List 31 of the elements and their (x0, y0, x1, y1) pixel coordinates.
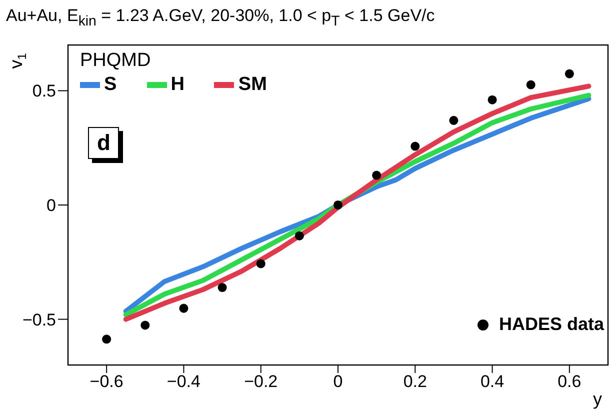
point (102, 334, 112, 344)
x-tick-label: −0.4 (166, 372, 200, 392)
x-tick-label: 0.6 (558, 372, 582, 392)
point (372, 170, 382, 180)
point (179, 304, 188, 313)
legend-label: SM (238, 74, 267, 95)
y-tick-label: 0.5 (32, 82, 56, 101)
point (449, 116, 458, 125)
x-tick-label: −0.2 (244, 372, 278, 392)
annotation: d (97, 130, 110, 155)
chart-title: Au+Au, E$_{kin}$ = 1.23 A.GeV, 20-30%, 1.0 < p$_{T}$ < 1.5 GeV/c (6, 6, 435, 30)
x-tick-label: −0.6 (90, 372, 124, 392)
point (218, 283, 227, 292)
legend-label: H (170, 74, 184, 95)
y-tick-label: −0.5 (22, 310, 56, 330)
x-tick-label: 0 (333, 372, 343, 392)
point (294, 231, 304, 240)
x-tick-label: 0.2 (403, 372, 427, 392)
point (410, 142, 420, 151)
x-axis-title: y (593, 389, 602, 409)
y-tick-label: 0 (46, 196, 56, 216)
point (564, 69, 574, 78)
point (256, 259, 266, 268)
point (333, 200, 343, 210)
point (488, 95, 497, 104)
legend-label: HADES data (498, 314, 604, 334)
point (526, 80, 536, 90)
legend-title: PHQMD (80, 50, 151, 71)
x-tick-label: 0.4 (480, 372, 504, 392)
point (140, 320, 150, 330)
legend-label: S (104, 74, 117, 95)
